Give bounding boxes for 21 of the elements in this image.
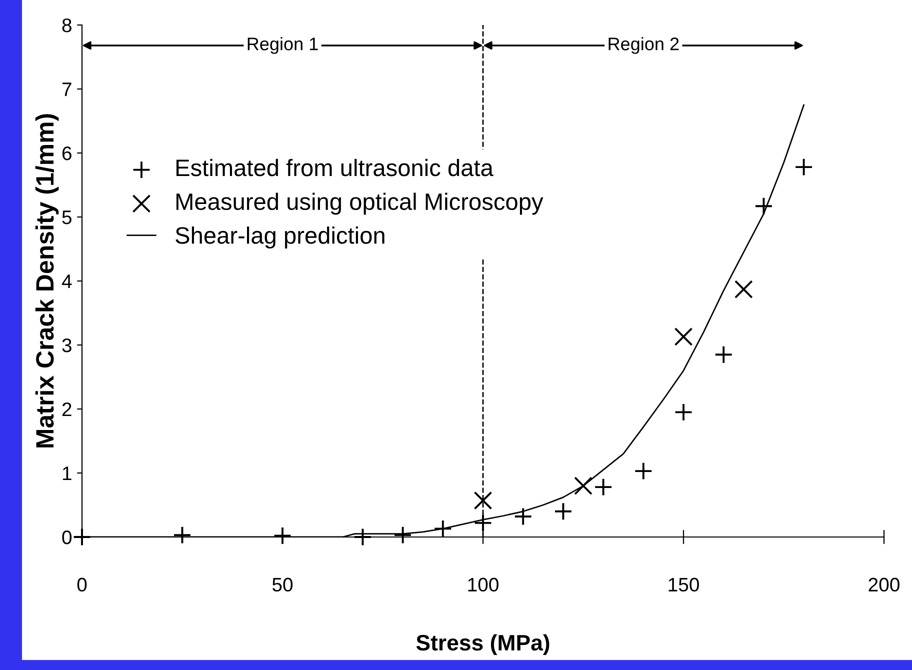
x-tick-label: 100 (468, 578, 498, 592)
x-tick-label: 150 (668, 578, 699, 592)
y-tick-label: 4 (62, 274, 72, 288)
y-tick-label: 0 (62, 530, 72, 544)
y-tick-label: 2 (62, 402, 72, 416)
legend-label: Measured using optical Microscopy (176, 192, 544, 215)
y-tick-label: 8 (62, 18, 72, 32)
y-tick-label: 7 (62, 82, 72, 96)
x-axis-title: Stress (MPa) (416, 634, 550, 656)
y-tick-label: 3 (62, 338, 72, 352)
x-tick-label: 0 (77, 578, 87, 592)
y-tick-label: 5 (62, 210, 72, 224)
x-tick-label: 50 (272, 578, 293, 592)
annotation: Region 1 (248, 37, 318, 54)
legend-label: Shear-lag prediction (176, 226, 384, 249)
legend-label: Estimated from ultrasonic data (176, 158, 494, 176)
x-tick-label: 200 (868, 578, 900, 592)
y-tick-label: 1 (62, 466, 72, 480)
y-tick-label: 6 (62, 146, 72, 160)
annotation: Region 2 (608, 37, 679, 54)
y-axis-title: Matrix Crack Density (1/mm) (35, 114, 59, 448)
